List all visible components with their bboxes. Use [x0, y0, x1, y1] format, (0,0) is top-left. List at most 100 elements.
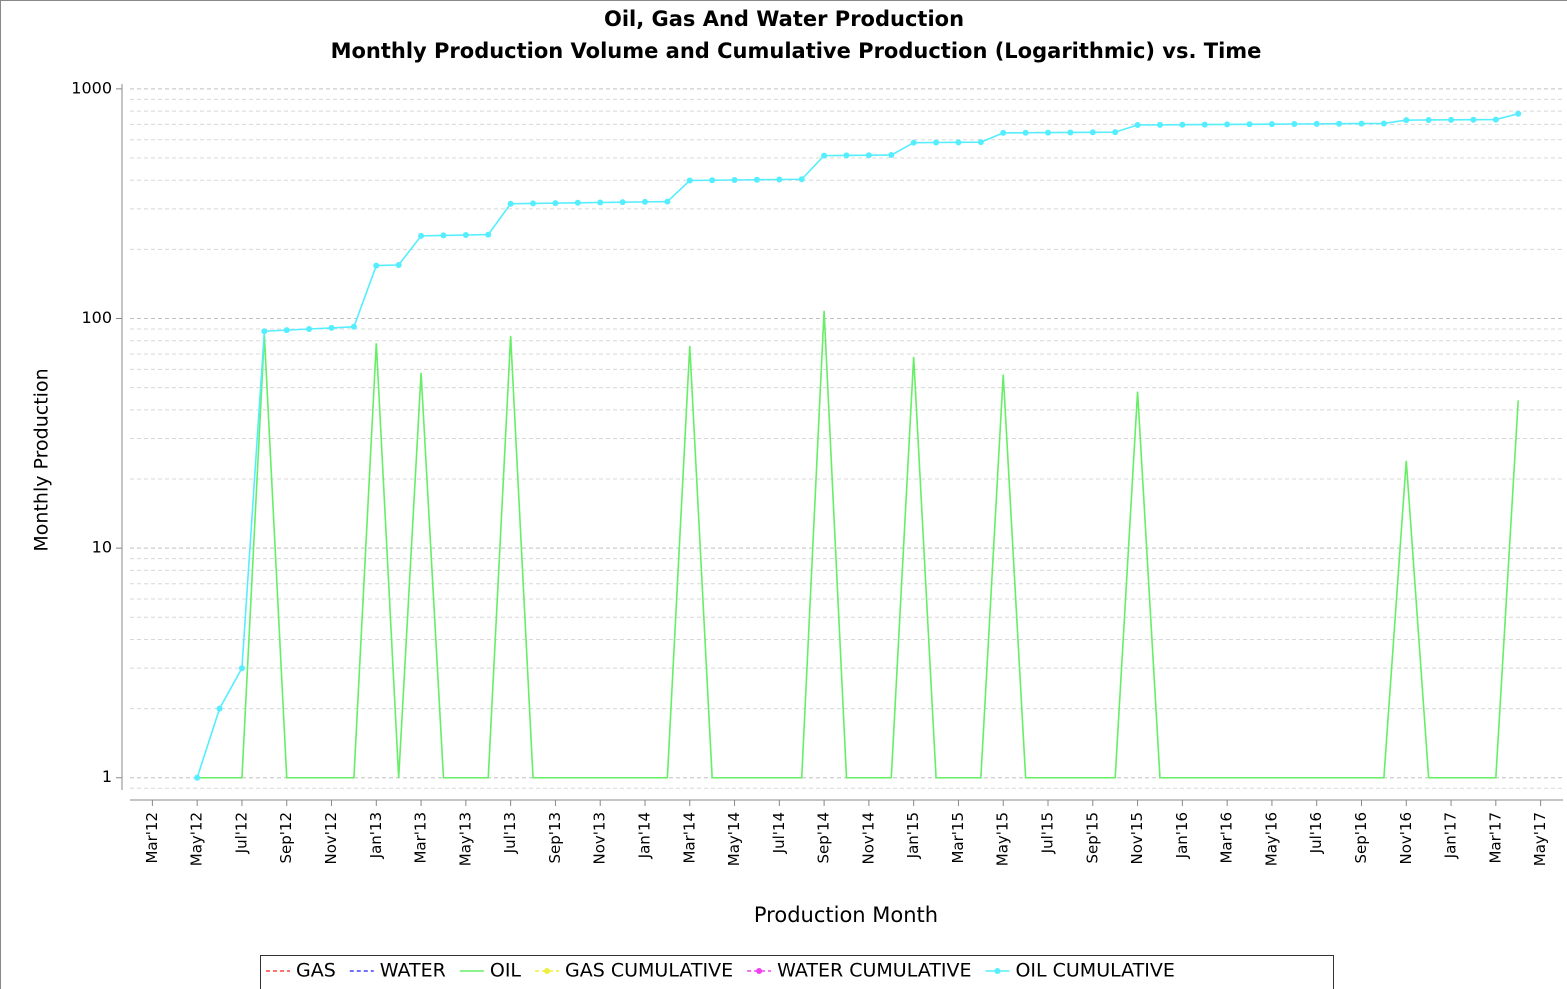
- series-point: [507, 200, 514, 207]
- legend-label: WATER CUMULATIVE: [777, 960, 971, 982]
- series-point: [306, 325, 313, 332]
- x-tick-label: Jan'13: [367, 812, 385, 859]
- x-tick-label: Mar'16: [1218, 812, 1236, 864]
- x-tick-label: Sep'15: [1083, 812, 1101, 863]
- series-point: [1492, 116, 1499, 123]
- series-point: [1313, 120, 1320, 127]
- series-point: [1045, 129, 1052, 136]
- x-tick-label: May'15: [994, 812, 1012, 866]
- series-line: [197, 310, 1520, 779]
- x-tick-label: May'16: [1262, 812, 1280, 866]
- x-tick-label: Nov'13: [591, 812, 609, 865]
- series-point: [641, 198, 648, 205]
- series-point: [865, 152, 872, 159]
- series-point: [888, 152, 895, 159]
- series-point: [933, 139, 940, 146]
- chart-title: Oil, Gas And Water Production: [604, 7, 964, 31]
- series-point: [462, 231, 469, 238]
- legend-marker: [994, 968, 1001, 974]
- series-point: [686, 177, 693, 184]
- series-point: [664, 198, 671, 205]
- y-tick-label: 100: [81, 308, 112, 327]
- y-tick-label: 10: [92, 538, 112, 557]
- x-tick-label: Jan'16: [1173, 812, 1191, 859]
- series-point: [1380, 120, 1387, 127]
- series-point: [328, 324, 335, 331]
- series-point: [821, 152, 828, 159]
- series-point: [910, 139, 917, 146]
- series-point: [1448, 116, 1455, 123]
- series-point: [261, 328, 268, 335]
- legend-label: GAS: [296, 960, 336, 982]
- x-tick-label: May'14: [725, 812, 743, 866]
- x-tick-label: Sep'13: [546, 812, 564, 863]
- series-point: [373, 262, 380, 269]
- series-point: [1291, 121, 1298, 128]
- series-point: [776, 176, 783, 183]
- x-tick-label: Jan'15: [904, 812, 922, 859]
- series-point: [1336, 120, 1343, 127]
- legend-box: [260, 955, 1334, 989]
- x-tick-label: May'12: [188, 812, 206, 866]
- series-point: [552, 200, 559, 207]
- series-point: [1246, 121, 1253, 128]
- series-point: [1179, 121, 1186, 128]
- series-point: [1403, 117, 1410, 124]
- x-tick-label: Jul'16: [1307, 812, 1325, 854]
- series-point: [216, 705, 223, 712]
- series-point: [1156, 121, 1163, 128]
- x-tick-label: Nov'15: [1128, 812, 1146, 865]
- series-point: [1515, 110, 1522, 117]
- x-tick-label: Jul'15: [1039, 812, 1057, 854]
- x-tick-label: Mar'13: [412, 812, 430, 864]
- x-tick-label: Mar'15: [949, 812, 967, 864]
- series-point: [350, 323, 357, 330]
- legend-marker: [756, 968, 763, 974]
- x-axis-label: Production Month: [754, 903, 938, 927]
- x-tick-label: Jan'14: [635, 812, 653, 859]
- x-tick-label: Jan'17: [1442, 812, 1460, 859]
- series-point: [843, 152, 850, 159]
- series-point: [709, 177, 716, 184]
- x-tick-label: Sep'12: [277, 812, 295, 863]
- series-point: [1470, 116, 1477, 123]
- series-point: [977, 139, 984, 146]
- y-tick-label: 1: [102, 767, 112, 786]
- series-point: [530, 200, 537, 207]
- legend-label: WATER: [380, 960, 446, 982]
- series-point: [395, 261, 402, 268]
- x-tick-label: Sep'16: [1352, 812, 1370, 863]
- series-point: [1022, 129, 1029, 136]
- series-point: [1000, 129, 1007, 136]
- chart-subtitle: Monthly Production Volume and Cumulative…: [331, 39, 1262, 63]
- series-point: [619, 199, 626, 206]
- series-point: [597, 199, 604, 206]
- legend-label: OIL: [490, 960, 522, 982]
- series-point: [440, 232, 447, 239]
- x-tick-label: Mar'14: [680, 812, 698, 864]
- series-point: [194, 774, 201, 781]
- series-point: [1089, 129, 1096, 136]
- x-tick-label: Nov'16: [1397, 812, 1415, 865]
- series-point: [1358, 120, 1365, 127]
- series-point: [1112, 129, 1119, 136]
- series-point: [418, 232, 425, 239]
- y-axis-label: Monthly Production: [31, 368, 53, 551]
- x-tick-label: Nov'14: [859, 812, 877, 865]
- x-tick-label: Mar'12: [143, 812, 161, 864]
- series-point: [574, 199, 581, 206]
- legend-marker: [544, 968, 551, 974]
- x-tick-label: Jul'13: [501, 812, 519, 854]
- series-point: [485, 231, 492, 238]
- series-point: [1425, 116, 1432, 123]
- x-tick-label: May'13: [456, 812, 474, 866]
- x-tick-label: May'17: [1531, 812, 1549, 866]
- series-point: [731, 176, 738, 183]
- series-point: [283, 327, 290, 334]
- series-point: [753, 176, 760, 183]
- series-line: [196, 112, 1519, 778]
- series-point: [798, 176, 805, 183]
- x-tick-label: Nov'12: [322, 812, 340, 865]
